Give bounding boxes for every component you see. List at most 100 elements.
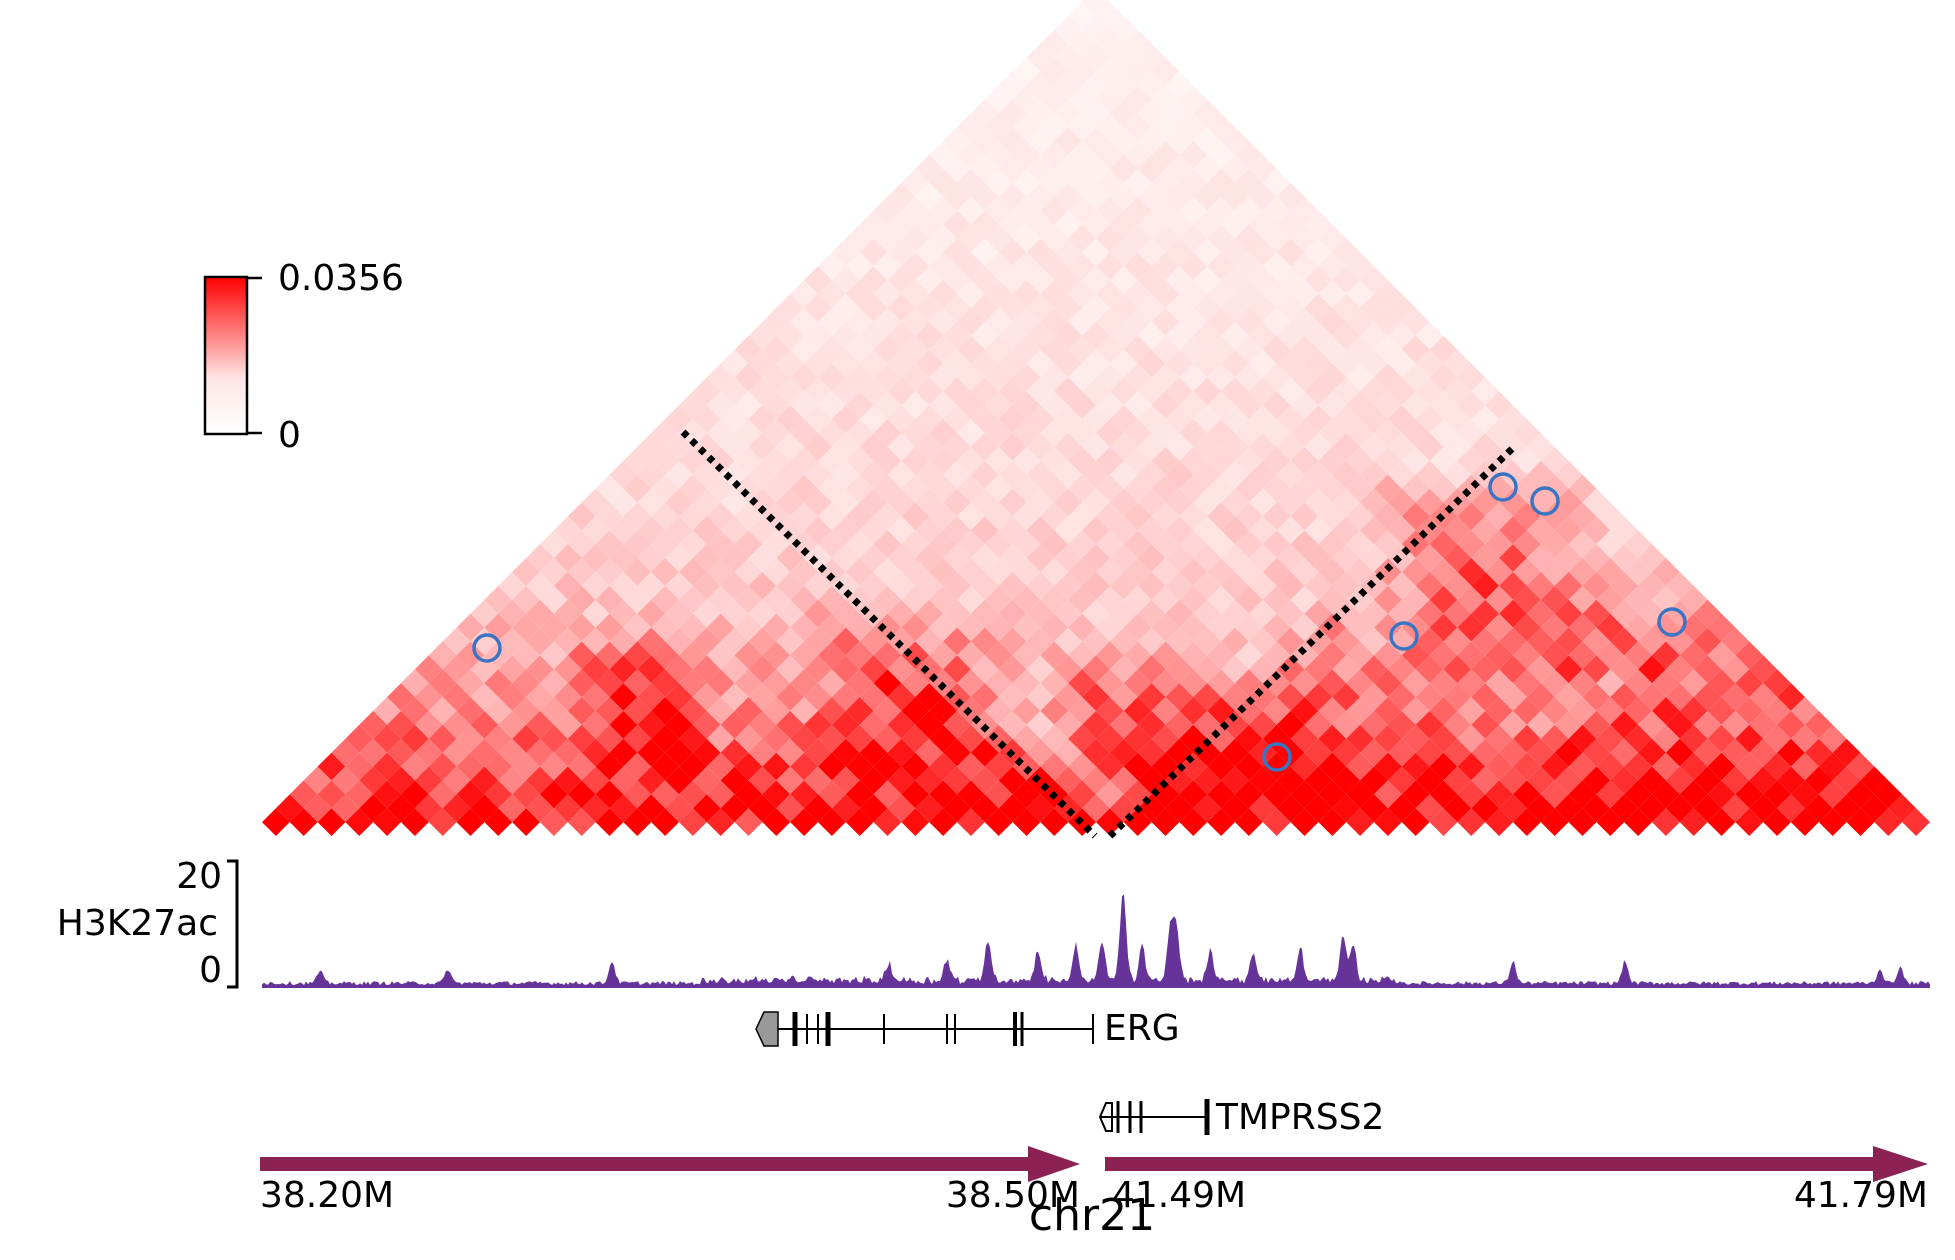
heatmap-cell — [1679, 613, 1708, 642]
heatmap-cell — [1513, 613, 1541, 642]
heatmap-cell — [1096, 196, 1124, 225]
heatmap-cell — [1374, 641, 1402, 670]
heatmap-cell — [1068, 558, 1096, 586]
heatmap-cell — [984, 613, 1013, 642]
heatmap-cell — [998, 460, 1027, 489]
heatmap-cell — [1248, 321, 1277, 350]
heatmap-cell — [1109, 460, 1138, 489]
heatmap-cell — [1610, 571, 1639, 600]
heatmap-cell — [915, 377, 944, 406]
heatmap-cell — [456, 724, 485, 753]
heatmap-cell — [1290, 474, 1319, 503]
heatmap-cell — [1568, 502, 1597, 531]
heatmap-cell — [1679, 585, 1708, 614]
heatmap-cell — [1068, 641, 1096, 670]
heatmap-cell — [609, 544, 638, 572]
heatmap-cell — [957, 724, 985, 753]
heatmap-cell — [1693, 599, 1722, 628]
heatmap-cell — [901, 474, 930, 503]
heatmap-cell — [1137, 349, 1166, 378]
heatmap-cell — [1638, 655, 1666, 684]
heatmap-cell — [456, 752, 485, 781]
heatmap-cell — [1304, 405, 1333, 433]
heatmap-cell — [1082, 321, 1110, 350]
heatmap-cell — [1763, 697, 1791, 725]
heatmap-cell — [1582, 516, 1611, 545]
heatmap-cell — [1457, 419, 1486, 447]
heatmap-cell — [1096, 29, 1124, 58]
heatmap-cell — [567, 558, 596, 586]
heatmap-cell — [1068, 474, 1096, 503]
heatmap-cell — [1165, 405, 1194, 433]
heatmap-cell — [720, 405, 749, 433]
heatmap-cell — [1485, 641, 1513, 670]
heatmap-cell — [1610, 516, 1639, 545]
heatmap-cell — [1777, 766, 1805, 795]
heatmap-cell — [1221, 238, 1249, 267]
heatmap-cell — [1165, 127, 1194, 155]
heatmap-cell — [1276, 210, 1305, 239]
heatmap-cell — [1429, 669, 1458, 697]
heatmap-cell — [1054, 71, 1083, 100]
heatmap-cell — [845, 335, 874, 364]
heatmap-cell — [1137, 238, 1166, 267]
heatmap-cell — [1179, 335, 1208, 364]
heatmap-cell — [1123, 697, 1152, 725]
heatmap-cell — [1207, 530, 1235, 558]
heatmap-cell — [1693, 710, 1722, 739]
heatmap-cell — [1068, 808, 1096, 836]
heatmap-cell — [1387, 488, 1416, 517]
heatmap-cell — [442, 738, 471, 767]
heatmap-cell — [1360, 738, 1388, 767]
heatmap-cell — [1693, 738, 1722, 767]
heatmap-cell — [1304, 488, 1333, 517]
heatmap-cell — [1193, 599, 1222, 628]
heatmap-cell — [1443, 627, 1472, 656]
heatmap-cell — [831, 405, 860, 433]
heatmap-cell — [1346, 280, 1374, 308]
heatmap-cell — [1068, 280, 1096, 308]
heatmap-cell — [609, 516, 638, 545]
heatmap-cell — [1652, 724, 1680, 753]
heatmap-cell — [1346, 446, 1374, 475]
heatmap-cell — [1193, 210, 1222, 239]
heatmap-cell — [1221, 321, 1249, 350]
heatmap-cell — [1165, 377, 1194, 406]
heatmap-cell — [1012, 641, 1041, 670]
heatmap-cell — [679, 808, 707, 836]
heatmap-cell — [1207, 697, 1235, 725]
heatmap-cell — [609, 766, 638, 795]
heatmap-cell — [957, 808, 985, 836]
heatmap-cell — [1415, 321, 1444, 350]
heatmap-cell — [1332, 460, 1361, 489]
heatmap-cell — [1207, 141, 1235, 169]
heatmap-cell — [845, 363, 874, 392]
heatmap-cell — [776, 655, 805, 684]
heatmap-cell — [1082, 182, 1110, 211]
heatmap-cell — [1165, 544, 1194, 572]
heatmap-cell — [1137, 377, 1166, 406]
heatmap-cell — [1276, 266, 1305, 294]
heatmap-cell — [1374, 363, 1402, 392]
heatmap-cell — [734, 391, 763, 419]
heatmap-cell — [818, 641, 846, 670]
heatmap-cell — [957, 280, 985, 308]
heatmap-cell — [1262, 168, 1291, 197]
heatmap-cell — [748, 405, 777, 433]
heatmap-cell — [567, 669, 596, 697]
heatmap-cell — [1513, 641, 1541, 670]
heatmap-cell — [1026, 377, 1055, 406]
heatmap-cell — [1082, 738, 1110, 767]
heatmap-cell — [1499, 627, 1527, 656]
heatmap-cell — [1707, 613, 1736, 642]
heatmap-cell — [442, 766, 471, 795]
heatmap-cell — [1040, 252, 1069, 280]
heatmap-cell — [387, 738, 415, 767]
heatmap-cell — [915, 683, 944, 711]
heatmap-cell — [943, 488, 971, 517]
heatmap-cell — [1332, 766, 1361, 795]
heatmap-cell — [1082, 599, 1110, 628]
heatmap-cell — [1026, 154, 1055, 183]
heatmap-cell — [1096, 335, 1124, 364]
heatmap-cell — [915, 432, 944, 461]
